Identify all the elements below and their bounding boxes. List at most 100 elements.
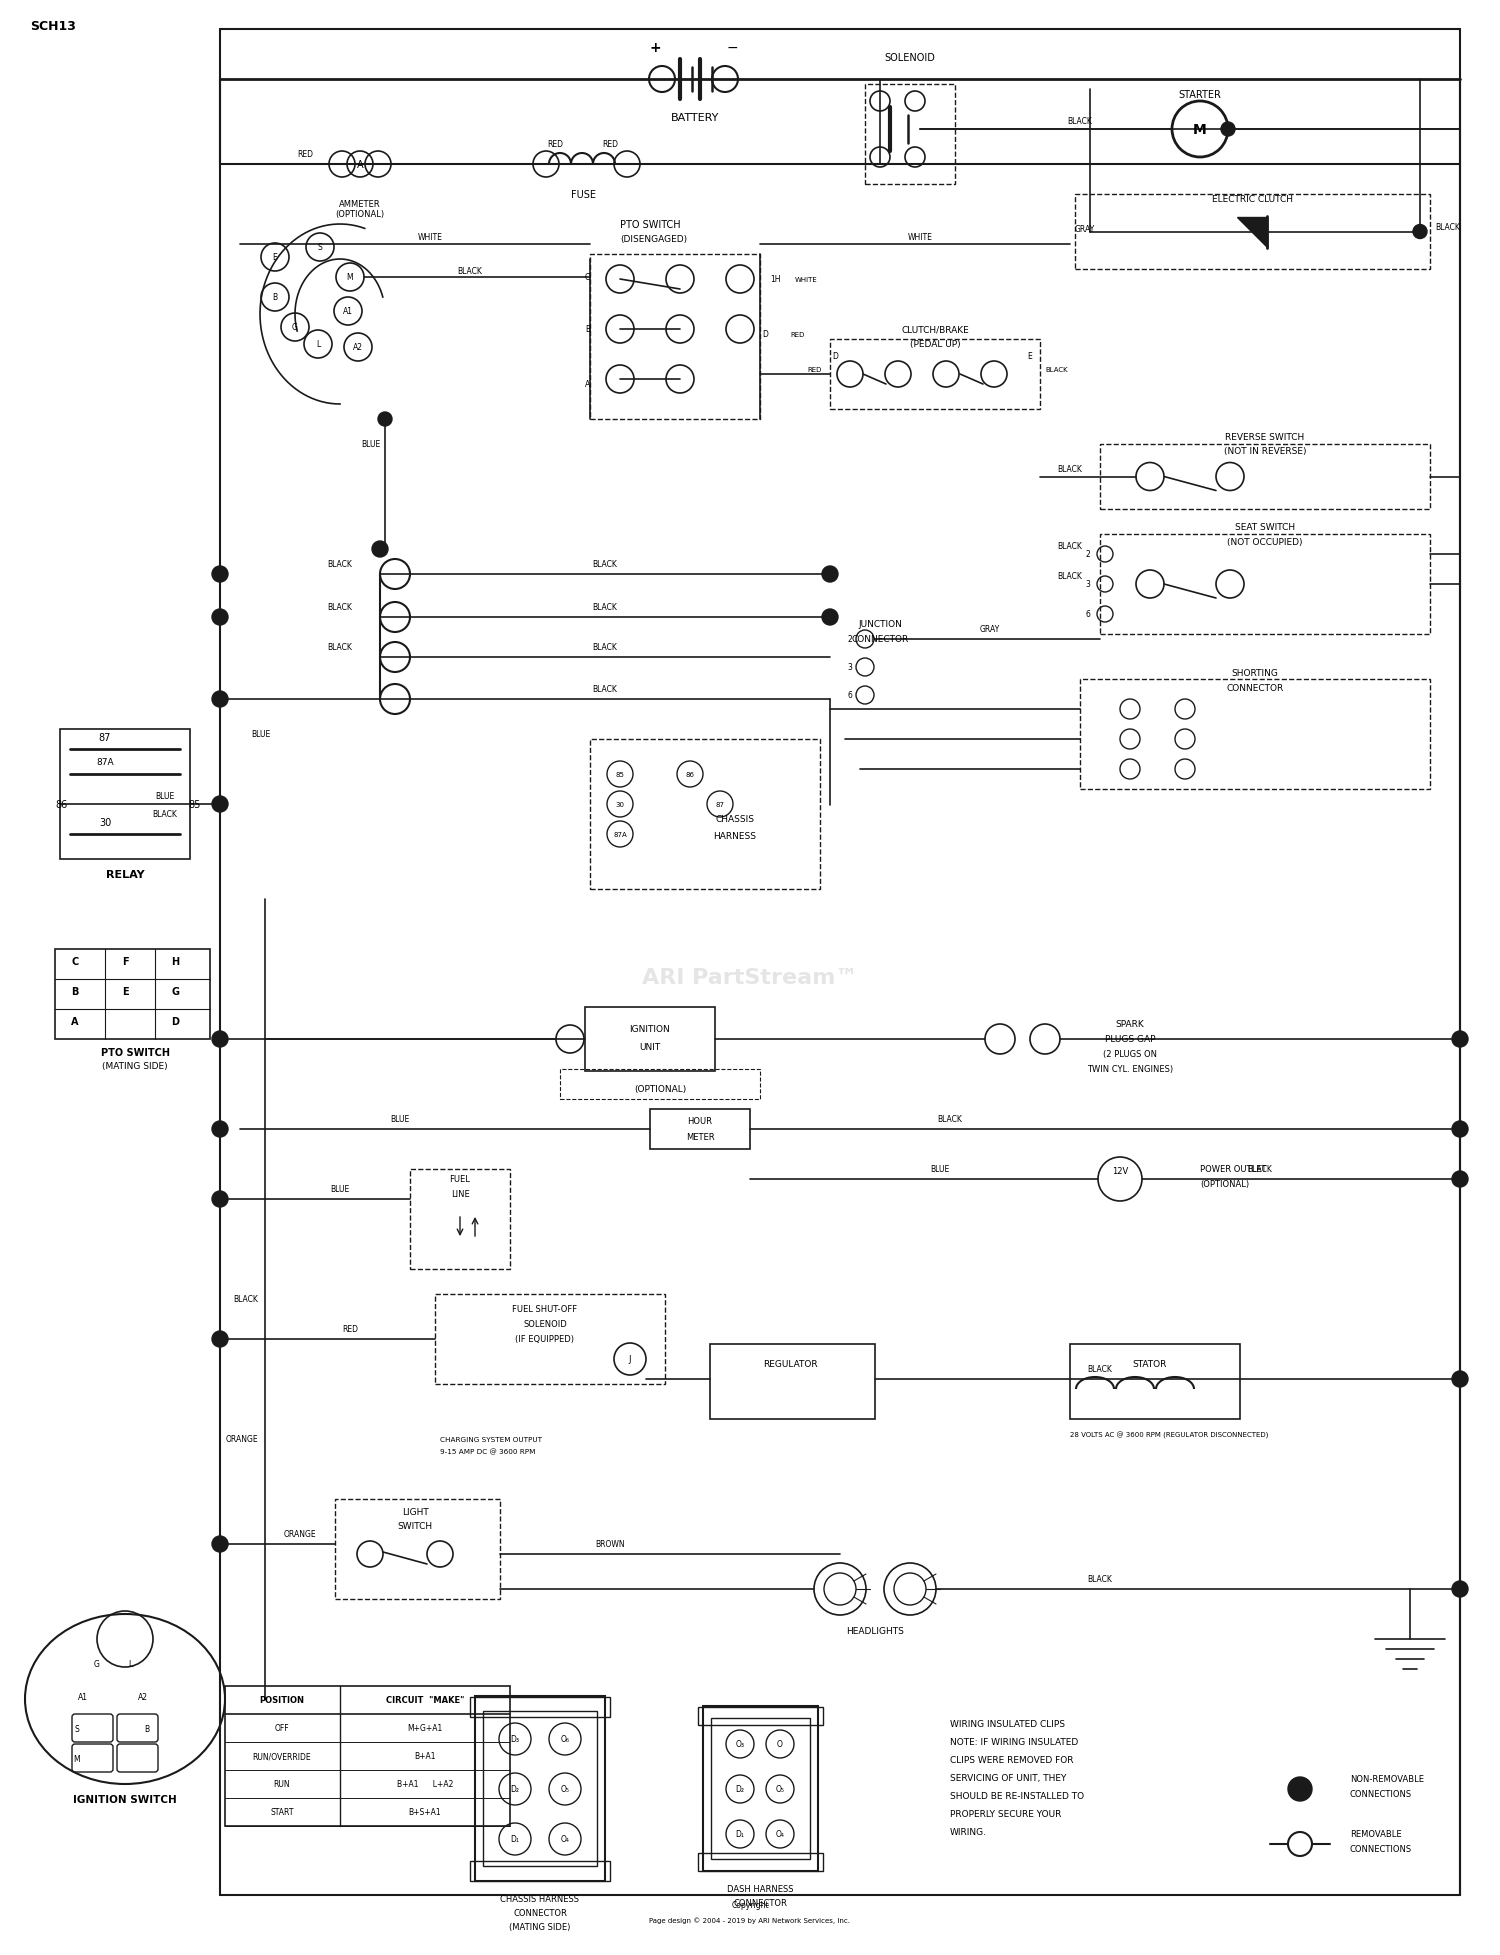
Text: BLUE: BLUE (156, 792, 174, 802)
Text: (MATING SIDE): (MATING SIDE) (510, 1922, 570, 1932)
Text: CLIPS WERE REMOVED FOR: CLIPS WERE REMOVED FOR (950, 1756, 1074, 1763)
Text: Copyright: Copyright (730, 1900, 770, 1910)
Text: CONNECTOR: CONNECTOR (513, 1908, 567, 1918)
Bar (476, 1697, 604, 1881)
Text: S: S (318, 242, 322, 252)
Text: A: A (72, 1017, 80, 1026)
Text: M: M (1192, 123, 1208, 137)
Circle shape (211, 692, 228, 708)
Text: Page design © 2004 - 2019 by ARI Network Services, Inc.: Page design © 2004 - 2019 by ARI Network… (650, 1916, 850, 1924)
Text: 2: 2 (1084, 549, 1090, 559)
Text: CHASSIS HARNESS: CHASSIS HARNESS (501, 1894, 579, 1904)
Text: O₅: O₅ (561, 1785, 570, 1793)
Text: A1: A1 (344, 307, 352, 317)
Text: BLUE: BLUE (251, 729, 270, 739)
Text: NOTE: IF WIRING INSULATED: NOTE: IF WIRING INSULATED (950, 1738, 1078, 1746)
Circle shape (1452, 1122, 1468, 1138)
Circle shape (1452, 1171, 1468, 1187)
Text: D: D (762, 330, 768, 340)
Text: PTO SWITCH: PTO SWITCH (100, 1048, 170, 1058)
Text: 30: 30 (99, 817, 111, 827)
Text: POSITION: POSITION (260, 1695, 305, 1705)
Text: A: A (357, 160, 363, 170)
Text: CLUTCH/BRAKE: CLUTCH/BRAKE (902, 325, 969, 334)
Text: NON-REMOVABLE: NON-REMOVABLE (1350, 1775, 1424, 1783)
Text: 12V: 12V (1112, 1167, 1128, 1175)
Text: BLACK: BLACK (592, 643, 618, 653)
Text: SERVICING OF UNIT, THEY: SERVICING OF UNIT, THEY (950, 1773, 1066, 1783)
Text: (NOT OCCUPIED): (NOT OCCUPIED) (1227, 538, 1302, 547)
Text: L: L (128, 1660, 132, 1670)
Text: BLACK: BLACK (1068, 117, 1092, 127)
Text: ORANGE: ORANGE (284, 1529, 316, 1539)
Bar (435, 1294, 664, 1384)
Text: SOLENOID: SOLENOID (885, 53, 936, 63)
Text: (IF EQUIPPED): (IF EQUIPPED) (516, 1335, 574, 1343)
Bar (711, 1718, 810, 1859)
Circle shape (1413, 225, 1426, 239)
Text: BLACK: BLACK (592, 561, 618, 569)
Text: RELAY: RELAY (105, 870, 144, 880)
Bar (56, 950, 210, 1040)
Text: O₃: O₃ (735, 1740, 744, 1748)
Text: 9-15 AMP DC @ 3600 RPM: 9-15 AMP DC @ 3600 RPM (440, 1449, 536, 1455)
Circle shape (1288, 1777, 1312, 1801)
Text: D₃: D₃ (510, 1734, 519, 1744)
Circle shape (211, 1537, 228, 1552)
Text: BLUE: BLUE (390, 1114, 410, 1124)
Text: (PEDAL UP): (PEDAL UP) (909, 340, 960, 350)
Bar (650, 1108, 750, 1150)
Text: B+S+A1: B+S+A1 (408, 1808, 441, 1816)
Text: GRAY: GRAY (980, 626, 1000, 633)
Text: D: D (171, 1017, 178, 1026)
Text: BLACK: BLACK (592, 604, 618, 612)
Text: G: G (94, 1660, 100, 1670)
Bar (560, 1069, 760, 1099)
Circle shape (211, 796, 228, 813)
Text: (DISENGAGED): (DISENGAGED) (620, 235, 687, 244)
Text: BLACK: BLACK (1046, 368, 1068, 373)
Text: L: L (316, 340, 320, 350)
Text: SHORTING: SHORTING (1232, 669, 1278, 678)
Text: REVERSE SWITCH: REVERSE SWITCH (1226, 434, 1305, 442)
Text: HARNESS: HARNESS (714, 833, 756, 841)
Text: BLACK: BLACK (1088, 1574, 1113, 1584)
Text: PLUGS GAP: PLUGS GAP (1104, 1034, 1155, 1044)
Text: A2: A2 (138, 1693, 148, 1701)
Bar (1070, 1345, 1240, 1419)
Text: WIRING.: WIRING. (950, 1828, 987, 1836)
Polygon shape (1238, 217, 1268, 248)
Text: O₅: O₅ (776, 1785, 784, 1793)
Circle shape (1452, 1032, 1468, 1048)
Text: FUEL: FUEL (450, 1175, 471, 1185)
Text: H: H (171, 956, 178, 966)
Text: C: C (585, 274, 590, 282)
Text: 86: 86 (686, 772, 694, 778)
Text: RED: RED (807, 368, 822, 373)
Text: −: − (726, 41, 738, 55)
Text: 3: 3 (847, 663, 852, 673)
Bar (1100, 446, 1430, 510)
Text: C: C (72, 956, 78, 966)
Bar (698, 1853, 824, 1871)
Text: RED: RED (548, 141, 562, 149)
Text: WHITE: WHITE (795, 278, 818, 283)
Text: RED: RED (790, 332, 804, 338)
Text: SPARK: SPARK (1116, 1021, 1144, 1028)
Text: S: S (75, 1724, 80, 1734)
Text: O₆: O₆ (561, 1734, 570, 1744)
Text: B+A1      L+A2: B+A1 L+A2 (398, 1779, 453, 1789)
Text: D₁: D₁ (735, 1830, 744, 1838)
Circle shape (822, 567, 839, 583)
Text: PROPERLY SECURE YOUR: PROPERLY SECURE YOUR (950, 1808, 1062, 1818)
Bar (1080, 680, 1430, 790)
Text: BLACK: BLACK (327, 561, 352, 569)
Circle shape (211, 1032, 228, 1048)
Text: (OPTIONAL): (OPTIONAL) (1200, 1181, 1249, 1189)
Text: (NOT IN REVERSE): (NOT IN REVERSE) (1224, 448, 1306, 456)
Text: E: E (122, 987, 129, 997)
Text: 87A: 87A (614, 831, 627, 837)
Text: 28 VOLTS AC @ 3600 RPM (REGULATOR DISCONNECTED): 28 VOLTS AC @ 3600 RPM (REGULATOR DISCON… (1070, 1431, 1269, 1437)
Text: RUN: RUN (273, 1779, 291, 1789)
Bar (60, 729, 190, 860)
